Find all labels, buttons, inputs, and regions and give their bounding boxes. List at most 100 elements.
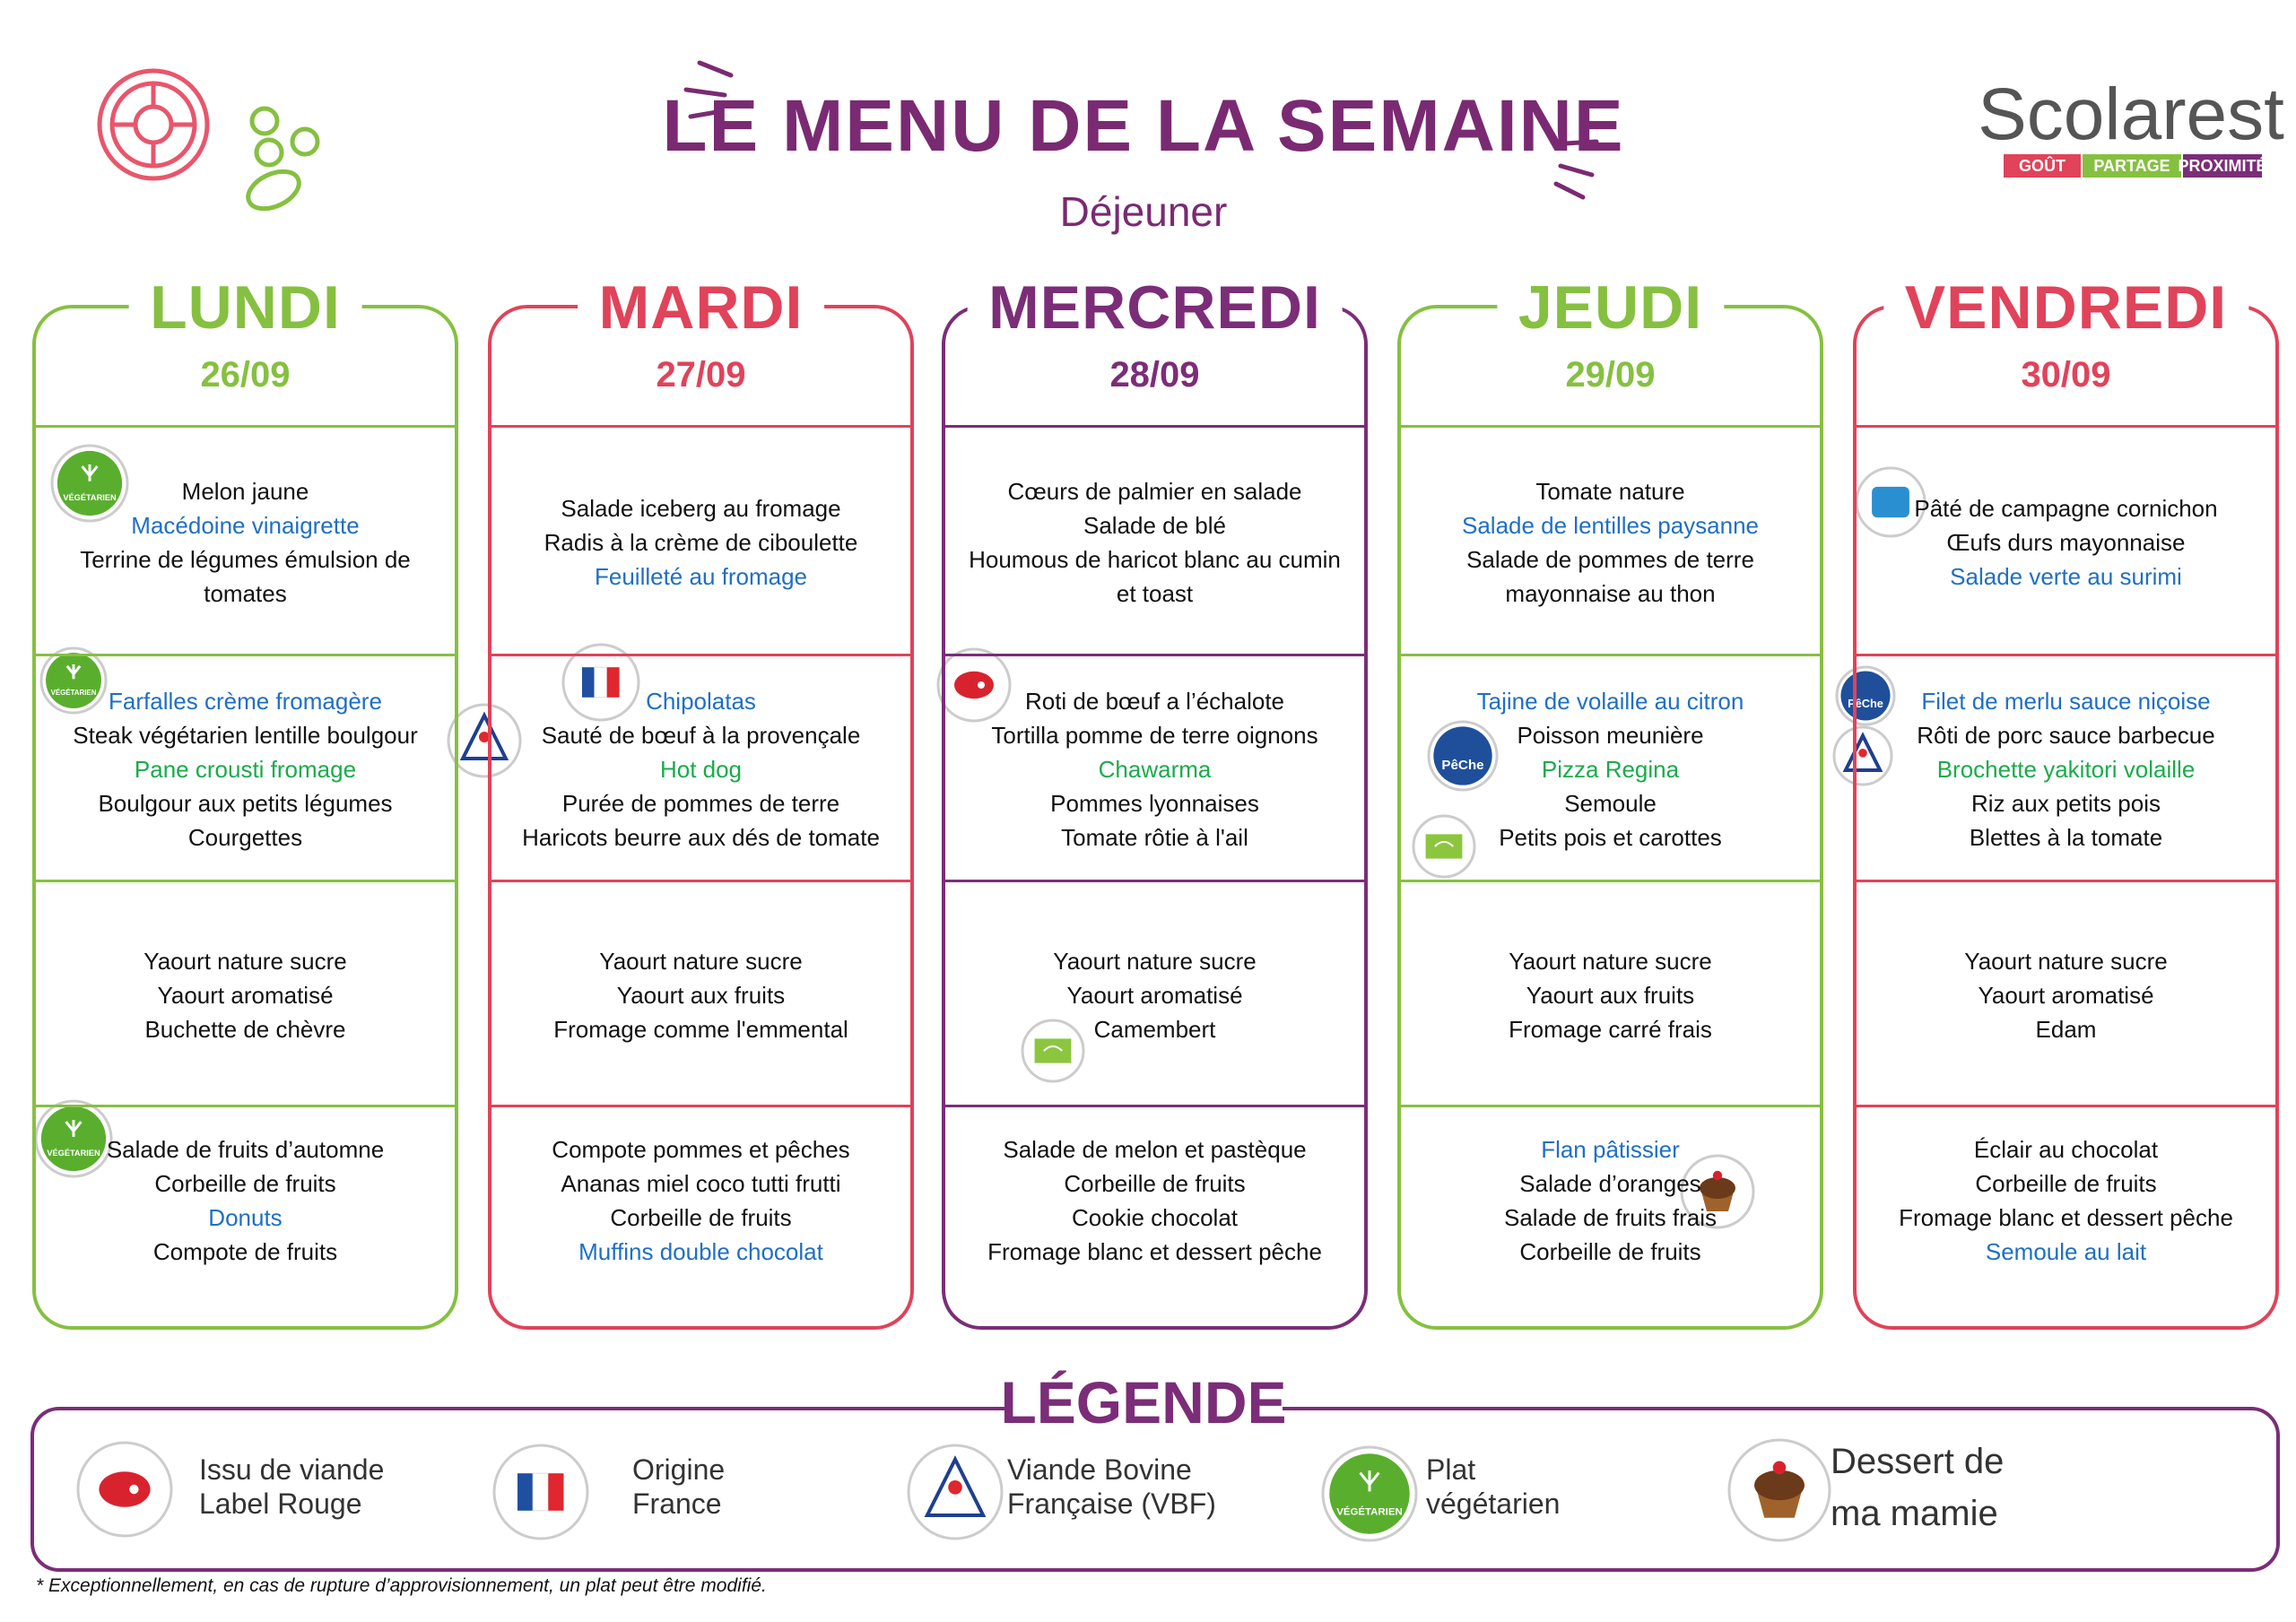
bio-leaf: [1043, 1045, 1063, 1052]
menu-section: Tajine de volaille au citron Poisson meun…: [1401, 654, 1820, 882]
cake-cherry: [1772, 1461, 1787, 1475]
legend-title: LÉGENDE: [1000, 1369, 1286, 1436]
legend-label: Dessert de: [1831, 1442, 2004, 1481]
veg-icon-label: VÉGÉTARIEN: [47, 1149, 100, 1158]
meat-icon: [954, 671, 994, 699]
vbf-dot: [1858, 749, 1867, 758]
dish: Salade de fruits d’automne: [106, 1135, 385, 1163]
day-name: LUNDI: [128, 267, 362, 348]
title-dashes: [683, 60, 1599, 200]
menu-section: Filet de merlu sauce niçoise Rôti de porc…: [1857, 654, 2275, 882]
bbc-icon: [1872, 486, 1909, 518]
dish: Salade d’oranges: [1519, 1169, 1701, 1197]
day-date: 30/09: [2021, 355, 2111, 395]
veg-leaf: [81, 464, 99, 481]
dish: Fromage blanc et dessert pêche: [1899, 1203, 2233, 1231]
dish: Yaourt aux fruits: [1526, 981, 1695, 1009]
footnote: * Exceptionnellement, en cas de rupture …: [36, 1575, 767, 1596]
dish: Corbeille de fruits: [154, 1169, 336, 1197]
dish: Pizza Regina: [1541, 756, 1680, 783]
menu-section: Pâté de campagne cornichon Œufs durs mayo…: [1857, 425, 2275, 656]
dish: Corbeille de fruits: [1519, 1237, 1701, 1265]
dish: Éclair au chocolat: [1973, 1135, 2159, 1163]
veg-leaf: [1359, 1470, 1380, 1492]
legend-label: Origine: [632, 1453, 725, 1486]
legend-label: Plat: [1426, 1453, 1475, 1486]
day-column: VENDREDI 30/09 Pâté de campagne cornichon Œ…: [1853, 267, 2279, 1330]
day-date: 28/09: [1109, 355, 1200, 395]
dish: Cœurs de palmier en salade: [1007, 477, 1302, 505]
peche-icon-label: PêChe: [1848, 697, 1883, 710]
dish: Salade de blé: [1083, 511, 1227, 539]
legend-label: Label Rouge: [199, 1488, 361, 1520]
dish: Flan pâtissier: [1541, 1135, 1680, 1163]
menu-section: Chipolatas Sauté de bœuf à la provençale H…: [491, 654, 910, 882]
veg-icon-label: VÉGÉTARIEN: [63, 493, 117, 502]
dish: Yaourt aromatisé: [1978, 981, 2154, 1009]
dish: Purée de pommes de terre: [561, 790, 840, 817]
dish: Buchette de chèvre: [144, 1015, 346, 1043]
dish: Semoule au lait: [1985, 1237, 2147, 1265]
dish: Corbeille de fruits: [1064, 1169, 1246, 1197]
dish: Yaourt nature sucre: [144, 947, 347, 975]
dish: Houmous de haricot blanc au cumin et toa…: [969, 545, 1341, 607]
dish: Salade de fruits frais: [1503, 1203, 1717, 1231]
peas: [246, 106, 320, 212]
menu-section: Yaourt nature sucre Yaourt aromatisé Buche…: [36, 880, 455, 1107]
menu-section: Salade de melon et pastèque Corbeille de …: [945, 1105, 1364, 1293]
bio-icon: [1425, 834, 1463, 859]
veg-icon: [1329, 1453, 1410, 1534]
dish: Salade de melon et pastèque: [1003, 1135, 1307, 1163]
menu-section: Yaourt nature sucre Yaourt aromatisé Edam: [1857, 880, 2275, 1107]
flag-red: [606, 667, 620, 698]
veg-leaf: [65, 1120, 83, 1137]
dish: Ananas miel coco tutti frutti: [561, 1169, 841, 1197]
dish: Tajine de volaille au citron: [1476, 688, 1744, 715]
day-date: 26/09: [200, 355, 291, 395]
menu-section: Cœurs de palmier en salade Salade de blé H…: [945, 425, 1364, 656]
logo-tag-bg: [2183, 154, 2262, 178]
dish: Muffins double chocolat: [578, 1237, 823, 1265]
dish: Corbeille de fruits: [610, 1203, 792, 1231]
veg-icon-label: VÉGÉTARIEN: [1336, 1505, 1403, 1517]
dish: Courgettes: [187, 824, 303, 851]
dish: Yaourt nature sucre: [1053, 947, 1257, 975]
dish: Blettes à la tomate: [1969, 824, 2163, 851]
day-date: 27/09: [656, 355, 746, 395]
menu-section: Roti de bœuf a l’échalote Tortilla pomme …: [945, 654, 1364, 882]
dish: Corbeille de fruits: [1975, 1169, 2157, 1197]
legend-label: Viande Bovine: [1007, 1453, 1192, 1486]
meat-bone: [129, 1484, 139, 1495]
dish: Yaourt nature sucre: [1509, 947, 1712, 975]
dish: Tomate rôtie à l'ail: [1061, 824, 1248, 851]
day-name: VENDREDI: [1883, 267, 2249, 348]
dish: Salade verte au surimi: [1950, 562, 2182, 590]
menu-section: Salade de fruits d’automne Corbeille de f…: [36, 1105, 455, 1293]
menu-section: Farfalles crème fromagère Steak végétarie…: [36, 654, 455, 882]
veg-icon: [40, 1106, 107, 1172]
flag-white: [532, 1472, 549, 1512]
day-name: MARDI: [577, 267, 825, 348]
cake-top: [1700, 1177, 1735, 1199]
dish: Radis à la crème de ciboulette: [544, 528, 858, 556]
dish: Petits pois et carottes: [1499, 824, 1722, 851]
menu-section: Compote pommes et pêches Ananas miel coco…: [491, 1105, 910, 1293]
day-name: MERCREDI: [967, 267, 1343, 348]
title: LE MENU DE LA SEMAINE: [662, 85, 1624, 167]
menu-section: Flan pâtissier Salade d’oranges Salade de …: [1401, 1105, 1820, 1293]
vbf-dot: [948, 1480, 962, 1495]
dish: Melon jaune: [181, 477, 309, 505]
vbf-dot: [479, 732, 490, 742]
dish: Hot dog: [659, 756, 743, 783]
dish: Fromage blanc et dessert pêche: [987, 1237, 1322, 1265]
logo-name: Scolarest: [1978, 74, 2284, 155]
dish: Salade iceberg au fromage: [561, 494, 841, 522]
meat-bone: [978, 681, 985, 689]
dish: Macédoine vinaigrette: [131, 511, 360, 539]
dish: Semoule: [1564, 790, 1657, 817]
day-column: JEUDI 29/09 Tomate nature Salade de lentill…: [1397, 267, 1823, 1330]
cake-top: [1754, 1470, 1805, 1501]
veg-leaf: [65, 664, 82, 680]
logo-tag-bg: [2083, 154, 2181, 178]
legend-label: Française (VBF): [1007, 1488, 1216, 1520]
